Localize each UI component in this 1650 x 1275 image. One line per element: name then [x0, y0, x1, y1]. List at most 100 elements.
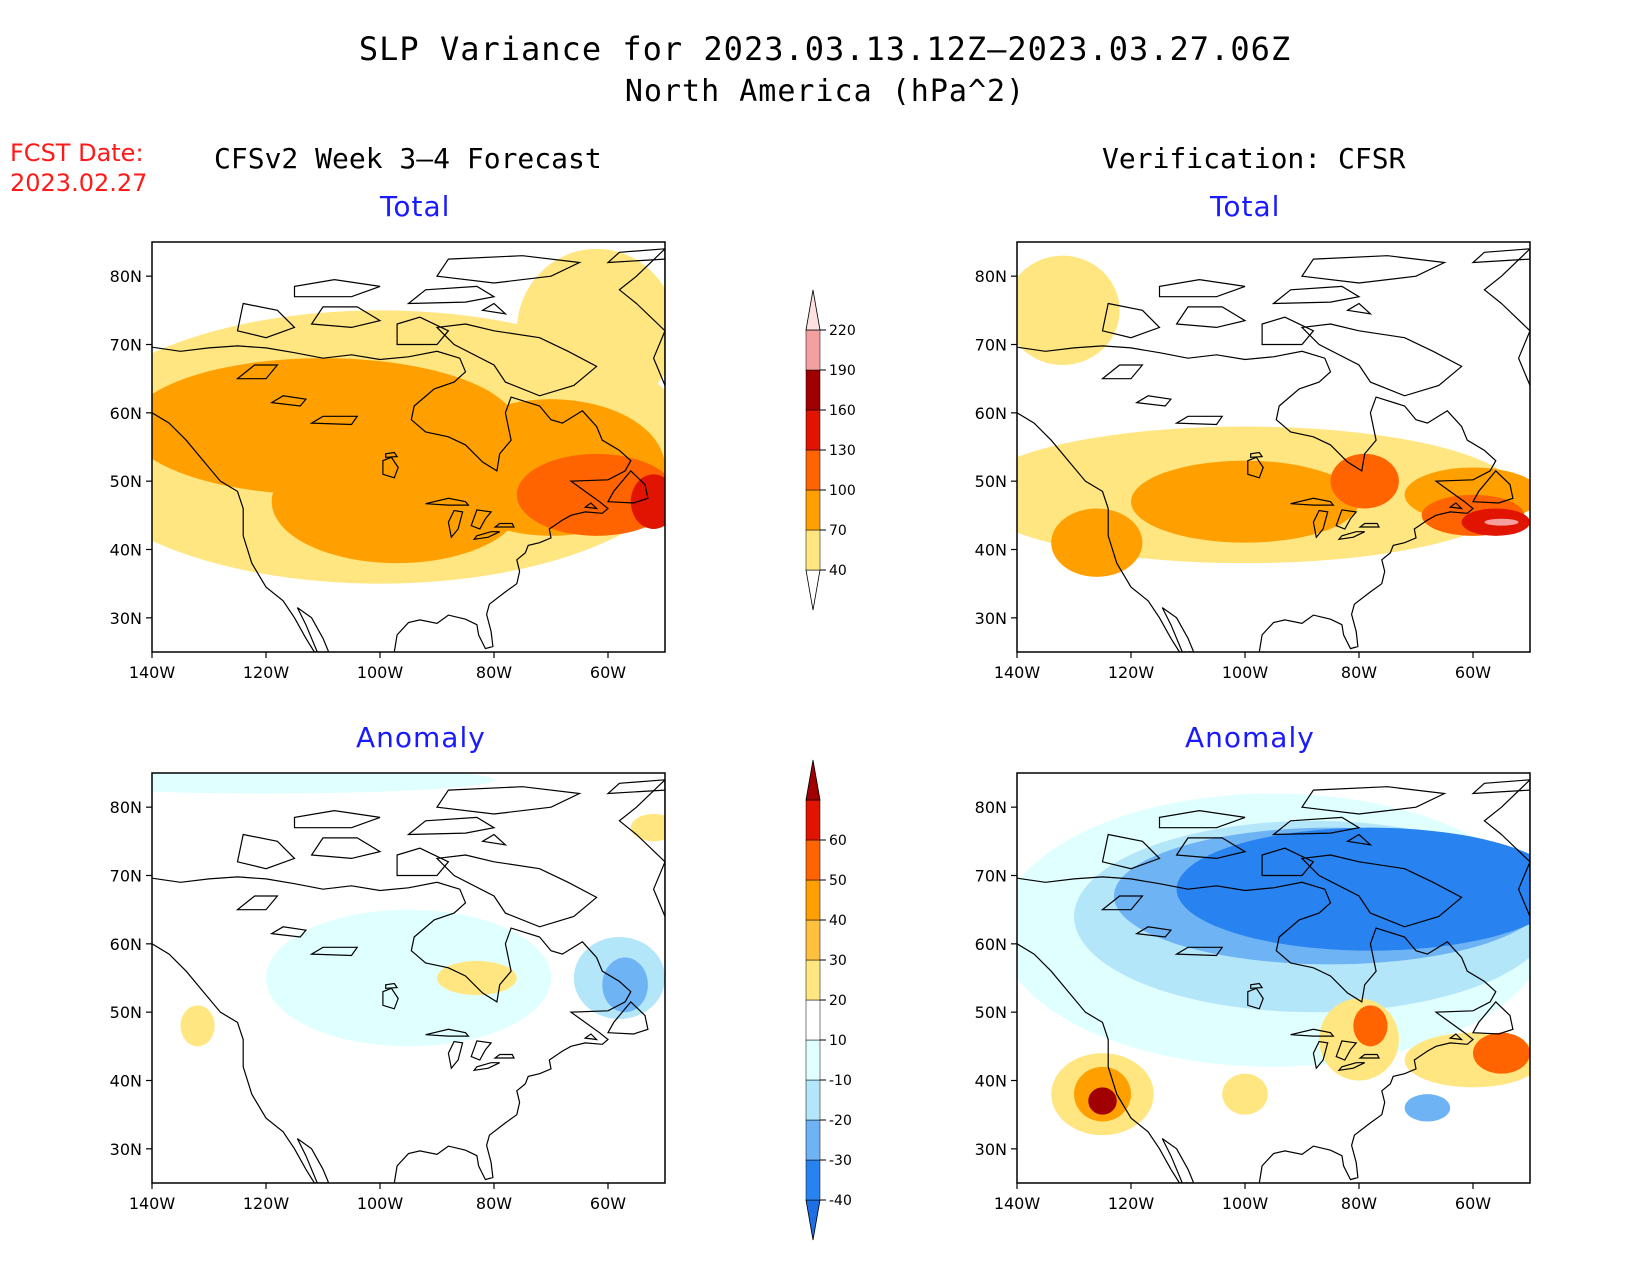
field-shading	[1017, 773, 1530, 1183]
colorbar-upper-triangle	[805, 289, 821, 331]
colorbar-cell	[805, 999, 821, 1041]
coastline-island	[310, 837, 382, 860]
coastline-island	[1483, 778, 1530, 917]
coastline-lake	[472, 531, 500, 541]
coastline-island	[1271, 816, 1361, 836]
coastline-island	[236, 833, 296, 870]
colorbar-cell	[805, 1119, 821, 1161]
coastline-lake	[470, 1040, 493, 1061]
y-tick-label: 50N	[110, 472, 142, 491]
coastlines	[1017, 778, 1530, 1183]
coastline-lake	[1337, 1062, 1365, 1072]
colorbar-upper-triangle	[805, 759, 821, 801]
coastline-lake	[385, 982, 399, 989]
coastline-island	[1448, 1033, 1464, 1041]
field-contour-blob	[516, 248, 665, 413]
coastline-pacific	[152, 412, 330, 652]
coastline-island	[435, 786, 582, 815]
panel-title-verif-total: Total	[1210, 190, 1281, 223]
x-tick-label: 60W	[590, 1194, 626, 1213]
colorbar-label: 20	[829, 993, 847, 1009]
x-tick-label: 60W	[1455, 663, 1491, 682]
panel-title-fcst-total: Total	[380, 190, 451, 223]
coastline-lake	[309, 415, 359, 426]
coastline-lake	[1250, 451, 1264, 458]
map-frame	[151, 241, 666, 653]
coastline-lake	[1247, 987, 1264, 1010]
coastline-lake	[1312, 509, 1329, 539]
colorbar-label: 10	[829, 1033, 847, 1049]
colorbar-label: -40	[829, 1193, 852, 1209]
coastline-island	[1448, 502, 1464, 510]
colorbar-cell	[805, 839, 821, 881]
colorbar-cell	[805, 959, 821, 1001]
y-tick-label: 80N	[975, 267, 1007, 286]
x-tick-label: 140W	[994, 663, 1041, 682]
coastline-island	[1300, 786, 1447, 815]
colorbar-cell	[805, 409, 821, 451]
colorbar-label: 70	[829, 523, 847, 539]
y-tick-label: 30N	[975, 1140, 1007, 1159]
coastline-island	[1483, 247, 1530, 386]
coastline-island	[1472, 1001, 1514, 1035]
colorbar-cell	[805, 1039, 821, 1081]
coastline-island	[1261, 316, 1315, 346]
coastline-lake	[1247, 456, 1264, 479]
coastline-island	[1101, 833, 1161, 870]
y-tick-label: 30N	[975, 609, 1007, 628]
colorbar-label: 50	[829, 873, 847, 889]
coastline-lake	[1100, 895, 1144, 911]
field-contour-blob	[437, 960, 517, 996]
coastline-lake	[309, 946, 359, 957]
coastline-lake	[269, 395, 308, 407]
coastline-lake	[385, 451, 399, 458]
coastline-island	[1175, 306, 1247, 329]
x-tick-label: 80W	[1341, 1194, 1377, 1213]
field-contour-blob	[1088, 1087, 1117, 1115]
coastline-lake	[235, 895, 279, 911]
coastline-pacific	[1017, 412, 1195, 652]
x-tick-label: 60W	[1455, 1194, 1491, 1213]
colorbar-cell	[805, 1159, 821, 1201]
colorbar-label: 30	[829, 953, 847, 969]
field-contour-blob	[630, 474, 665, 529]
coastline-island	[1471, 248, 1530, 264]
colorbar-cell	[805, 529, 821, 571]
y-tick-label: 50N	[975, 472, 1007, 491]
field-contour-blob	[630, 814, 665, 842]
x-tick-label: 80W	[476, 1194, 512, 1213]
colorbar-anomaly: -40 -30 -20 -10 10 20 30 40 50 60	[805, 759, 852, 1241]
coastline-lake	[1134, 926, 1173, 938]
colorbar-label: 160	[829, 403, 856, 419]
field-contour-blob	[1131, 460, 1359, 543]
y-tick-label: 70N	[110, 336, 142, 355]
field-shading	[152, 242, 665, 652]
colorbar-cell	[805, 489, 821, 531]
forecast-column-title: CFSv2 Week 3—4 Forecast	[214, 142, 602, 175]
y-tick-label: 60N	[110, 404, 142, 423]
coastline-island	[396, 847, 450, 877]
colorbar-cell	[805, 449, 821, 491]
y-tick-label: 40N	[975, 541, 1007, 560]
x-tick-label: 140W	[129, 663, 176, 682]
colorbar-label: 60	[829, 833, 847, 849]
coastline-island	[618, 778, 665, 917]
coastline-island	[1471, 779, 1530, 795]
field-contour-blob	[1051, 508, 1143, 577]
coastline-island	[480, 302, 508, 315]
panel-title-verif-anomaly: Anomaly	[1185, 721, 1315, 754]
coastline-lake	[269, 926, 308, 938]
coastline-lake	[1312, 1040, 1329, 1070]
field-contour-blob	[1404, 1094, 1451, 1122]
x-tick-label: 100W	[1222, 1194, 1269, 1213]
coastline-lake	[1290, 497, 1335, 506]
coastline-island	[1345, 302, 1373, 315]
y-tick-label: 70N	[975, 867, 1007, 886]
coastline-island	[1175, 837, 1247, 860]
coastline-island	[1271, 285, 1361, 305]
coastline-island	[293, 809, 381, 829]
x-tick-label: 120W	[1108, 1194, 1155, 1213]
coastline-lake	[447, 509, 464, 539]
field-contour-blob	[602, 957, 648, 1013]
